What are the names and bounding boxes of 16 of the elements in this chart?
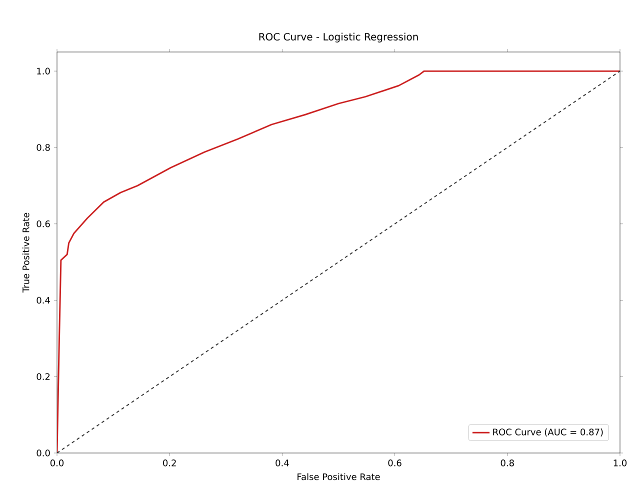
chart-title: ROC Curve - Logistic Regression [259,32,418,42]
y-tick-label: 0.2 [36,373,50,380]
x-tick-label: 1.0 [614,460,627,466]
x-tick-label: 0.4 [276,460,289,466]
x-tick-label: 0.0 [50,460,64,466]
y-tick-label: 0.8 [36,144,50,151]
x-tick-label: 0.2 [163,460,176,466]
y-tick-label: 1.0 [37,68,50,74]
y-tick-label: 0.6 [36,220,50,228]
y-tick-label: 0.0 [36,450,50,456]
x-tick-label: 0.8 [500,460,514,466]
x-tick-label: 0.6 [388,460,402,466]
y-axis-title: True Positive Rate [22,212,30,293]
y-tick-label: 0.4 [36,296,50,304]
x-axis-title: False Positive Rate [298,473,380,480]
legend-label: ROC Curve (AUC = 0.87) [493,428,603,436]
